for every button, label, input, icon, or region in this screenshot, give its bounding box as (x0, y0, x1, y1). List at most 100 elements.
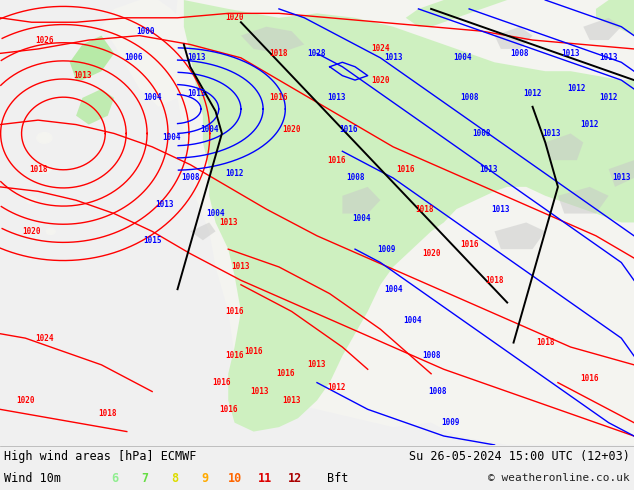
Text: 1008: 1008 (460, 94, 479, 102)
Polygon shape (495, 222, 545, 249)
Text: 1016: 1016 (244, 347, 263, 356)
Polygon shape (406, 0, 507, 26)
Text: 1004: 1004 (352, 214, 371, 222)
Polygon shape (171, 0, 634, 445)
Text: 1020: 1020 (225, 13, 244, 23)
Text: 1008: 1008 (346, 173, 365, 182)
Text: 1013: 1013 (73, 71, 92, 80)
Text: 1012: 1012 (327, 383, 346, 392)
Text: 1012: 1012 (599, 94, 618, 102)
Polygon shape (558, 187, 609, 214)
Circle shape (38, 165, 51, 173)
Text: 1013: 1013 (219, 218, 238, 227)
Text: 1008: 1008 (181, 173, 200, 182)
Text: 1018: 1018 (415, 205, 434, 214)
Polygon shape (583, 18, 621, 40)
Polygon shape (190, 222, 216, 240)
Text: 1020: 1020 (22, 227, 41, 236)
Text: 1013: 1013 (231, 263, 250, 271)
Text: High wind areas [hPa] ECMWF: High wind areas [hPa] ECMWF (4, 450, 197, 463)
Text: 1018: 1018 (485, 276, 504, 285)
Text: 1020: 1020 (422, 249, 441, 258)
Text: 1016: 1016 (219, 405, 238, 414)
Text: 1016: 1016 (225, 307, 244, 316)
Polygon shape (609, 160, 634, 187)
Text: 1004: 1004 (403, 316, 422, 325)
Text: 1008: 1008 (428, 387, 447, 396)
Text: 1009: 1009 (441, 418, 460, 427)
Text: 1013: 1013 (250, 387, 269, 396)
Text: 1016: 1016 (269, 94, 288, 102)
Text: 1013: 1013 (155, 200, 174, 209)
Text: 1013: 1013 (327, 94, 346, 102)
Text: 1013: 1013 (187, 53, 206, 62)
Text: 1024: 1024 (35, 334, 54, 343)
Polygon shape (342, 187, 380, 214)
Text: 1004: 1004 (453, 53, 472, 62)
Text: 1013: 1013 (384, 53, 403, 62)
Text: 1008: 1008 (472, 129, 491, 138)
Text: 1004: 1004 (200, 124, 219, 134)
Text: 1012: 1012 (523, 89, 542, 98)
Text: 1004: 1004 (384, 285, 403, 294)
Text: 1018: 1018 (29, 165, 48, 173)
Text: 1013: 1013 (282, 396, 301, 405)
Text: 1013: 1013 (479, 165, 498, 173)
Text: 1012: 1012 (567, 84, 586, 94)
Text: 1008: 1008 (422, 351, 441, 361)
Text: 1020: 1020 (282, 124, 301, 134)
Text: 1013: 1013 (561, 49, 580, 58)
Polygon shape (76, 89, 114, 124)
Text: 1024: 1024 (371, 45, 390, 53)
Text: © weatheronline.co.uk: © weatheronline.co.uk (488, 473, 630, 483)
Text: Su 26-05-2024 15:00 UTC (12+03): Su 26-05-2024 15:00 UTC (12+03) (409, 450, 630, 463)
Text: 1016: 1016 (327, 156, 346, 165)
Text: 1013: 1013 (307, 360, 327, 369)
Text: 1012: 1012 (225, 169, 244, 178)
Text: 1004: 1004 (206, 209, 225, 218)
Text: 1016: 1016 (212, 378, 231, 387)
Circle shape (46, 228, 55, 235)
Text: 1015: 1015 (143, 236, 162, 245)
Text: 1013: 1013 (612, 173, 631, 182)
Text: 1016: 1016 (396, 165, 415, 173)
Text: 1013: 1013 (491, 205, 510, 214)
Text: 1004: 1004 (162, 133, 181, 143)
Text: 1006: 1006 (124, 53, 143, 62)
Text: 1026: 1026 (35, 36, 54, 45)
Text: 7: 7 (141, 472, 148, 485)
Text: 1016: 1016 (339, 124, 358, 134)
Text: 1013: 1013 (599, 53, 618, 62)
Text: Bft: Bft (327, 472, 348, 485)
Text: 6: 6 (112, 472, 119, 485)
Text: 9: 9 (202, 472, 209, 485)
Text: 12: 12 (288, 472, 302, 485)
Text: 1020: 1020 (16, 396, 35, 405)
Circle shape (37, 133, 52, 143)
Text: 1016: 1016 (276, 369, 295, 378)
Text: 11: 11 (258, 472, 272, 485)
Text: 1000: 1000 (136, 26, 155, 36)
Polygon shape (101, 0, 197, 107)
Text: 1016: 1016 (460, 240, 479, 249)
Text: 1016: 1016 (580, 374, 599, 383)
Polygon shape (70, 36, 114, 80)
Polygon shape (545, 133, 583, 160)
Text: 8: 8 (171, 472, 179, 485)
Text: 10: 10 (228, 472, 242, 485)
Text: 1018: 1018 (269, 49, 288, 58)
Text: 1020: 1020 (371, 75, 390, 85)
Text: 1013: 1013 (542, 129, 561, 138)
Polygon shape (495, 26, 533, 49)
Text: Wind 10m: Wind 10m (4, 472, 61, 485)
Polygon shape (596, 0, 634, 36)
Polygon shape (184, 0, 634, 432)
Text: 1018: 1018 (98, 409, 117, 418)
Text: 1016: 1016 (225, 351, 244, 361)
Text: 1004: 1004 (143, 94, 162, 102)
Text: 1012: 1012 (580, 120, 599, 129)
Text: 1009: 1009 (377, 245, 396, 254)
Text: 1018: 1018 (536, 338, 555, 347)
Text: 1013: 1013 (187, 89, 206, 98)
Text: 1008: 1008 (510, 49, 529, 58)
